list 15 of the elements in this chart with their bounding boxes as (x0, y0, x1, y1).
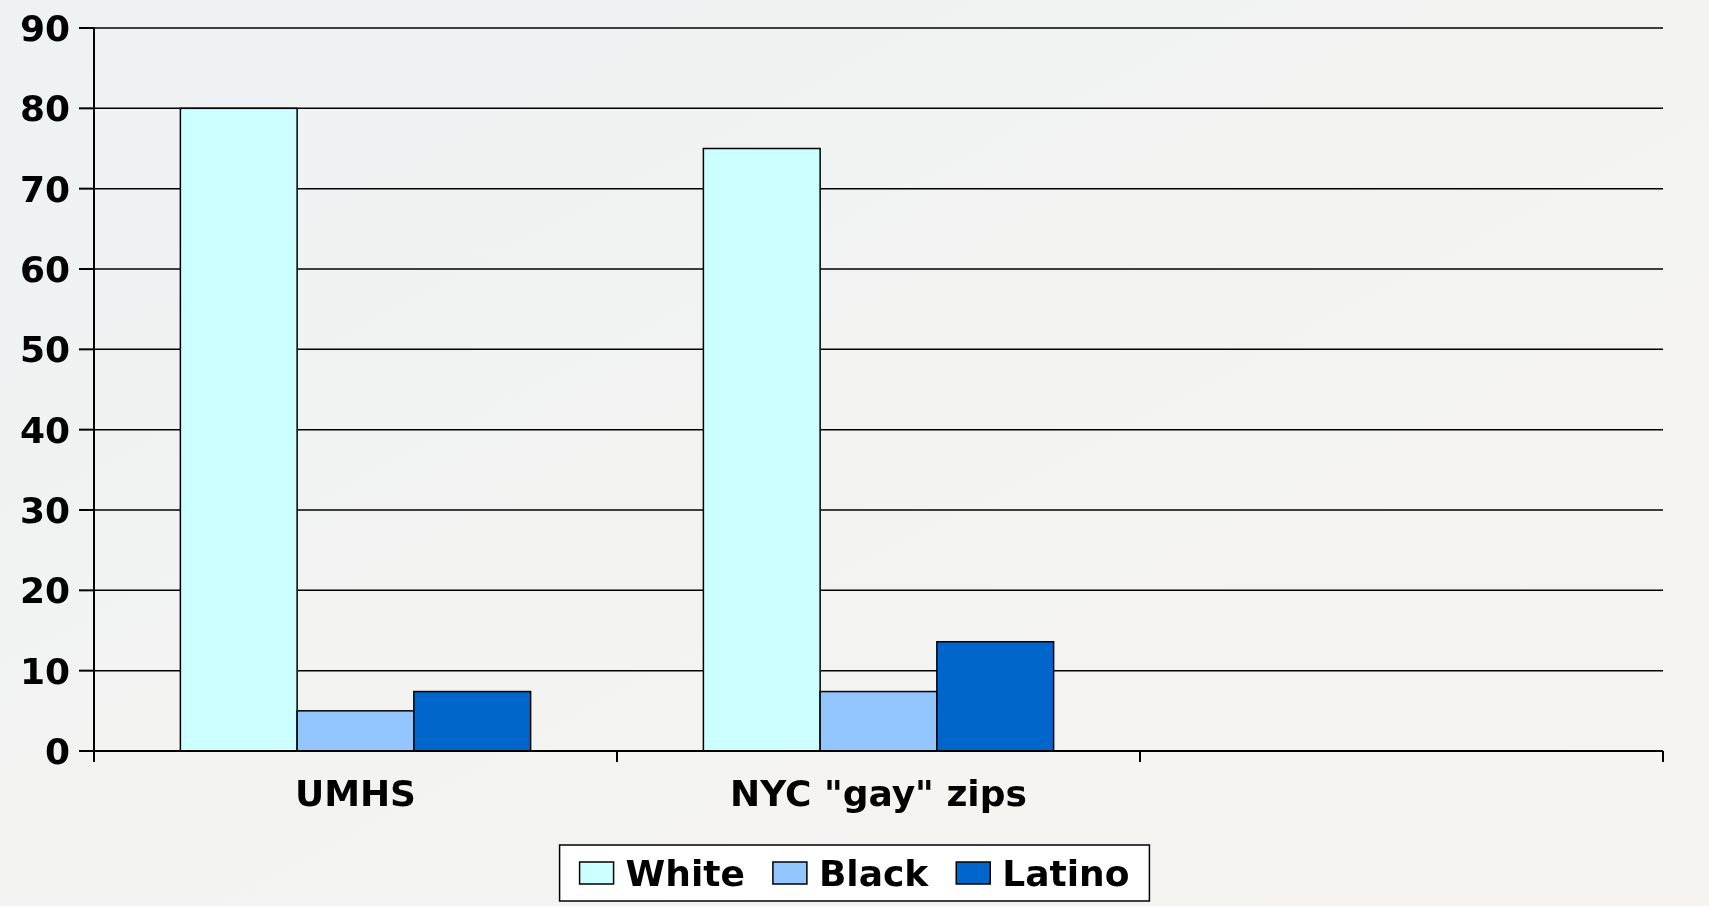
y-tick-label: 90 (19, 7, 70, 49)
y-tick-label: 60 (19, 248, 70, 290)
legend-label: Black (818, 852, 930, 894)
x-tick-label: NYC "gay" zips (730, 773, 1027, 814)
y-tick-label: 50 (19, 329, 70, 371)
x-tick-label: UMHS (294, 773, 417, 814)
legend-label: Latino (1002, 852, 1130, 894)
y-tick-label: 20 (19, 570, 70, 612)
y-tick-label: 10 (19, 650, 70, 692)
y-tick-label: 40 (19, 409, 70, 451)
y-tick-label: 30 (19, 489, 70, 531)
y-tick-label: 80 (19, 88, 70, 130)
legend-label: White (625, 852, 745, 894)
y-tick-label: 0 (44, 730, 70, 772)
y-tick-label: 70 (19, 168, 70, 210)
